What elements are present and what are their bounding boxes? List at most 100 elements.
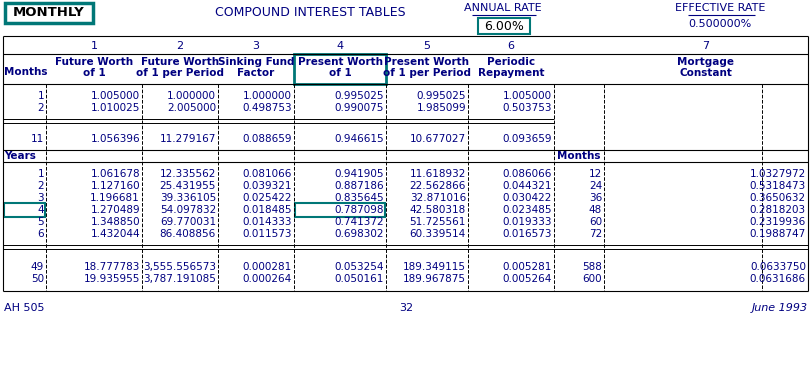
Text: 32.871016: 32.871016 (410, 193, 466, 203)
Text: 2.005000: 2.005000 (167, 103, 216, 113)
Text: 6: 6 (37, 229, 44, 239)
Text: 12: 12 (589, 169, 602, 179)
Text: Present Worth: Present Worth (384, 57, 470, 67)
Text: 0.0633750: 0.0633750 (750, 262, 806, 272)
Text: June 1993: June 1993 (752, 303, 808, 313)
Text: Factor: Factor (238, 68, 275, 78)
Text: Constant: Constant (680, 68, 732, 78)
Text: 1.0327972: 1.0327972 (749, 169, 806, 179)
Text: 48: 48 (589, 205, 602, 215)
Text: 1.056396: 1.056396 (90, 134, 140, 144)
Text: 4: 4 (337, 41, 344, 51)
Text: 42.580318: 42.580318 (410, 205, 466, 215)
Text: 600: 600 (582, 274, 602, 284)
Text: 1.270489: 1.270489 (90, 205, 140, 215)
Text: 0.030422: 0.030422 (503, 193, 552, 203)
Text: 10.677027: 10.677027 (410, 134, 466, 144)
Text: 86.408856: 86.408856 (160, 229, 216, 239)
Text: 1.127160: 1.127160 (90, 181, 140, 191)
Text: 1: 1 (91, 41, 97, 51)
Text: 0.741372: 0.741372 (334, 217, 384, 227)
Text: 0.2818203: 0.2818203 (750, 205, 806, 215)
Text: of 1 per Period: of 1 per Period (383, 68, 471, 78)
Text: 18.777783: 18.777783 (84, 262, 140, 272)
Text: Periodic: Periodic (487, 57, 535, 67)
Text: 5: 5 (423, 41, 431, 51)
Text: 189.967875: 189.967875 (403, 274, 466, 284)
Text: 0.0631686: 0.0631686 (750, 274, 806, 284)
Text: 1.432044: 1.432044 (90, 229, 140, 239)
Text: 0.044321: 0.044321 (503, 181, 552, 191)
Text: Future Worth: Future Worth (141, 57, 219, 67)
Text: 4: 4 (37, 205, 44, 215)
Text: 3: 3 (37, 193, 44, 203)
Text: 1.000000: 1.000000 (243, 91, 292, 101)
Text: of 1: of 1 (83, 68, 105, 78)
Bar (478, 18, 530, 34)
Text: 11: 11 (31, 134, 44, 144)
Text: 0.011573: 0.011573 (242, 229, 292, 239)
Text: 0.039321: 0.039321 (242, 181, 292, 191)
Text: 54.097832: 54.097832 (160, 205, 216, 215)
Text: 0.698302: 0.698302 (334, 229, 384, 239)
Text: 1: 1 (37, 169, 44, 179)
Text: 69.770031: 69.770031 (160, 217, 216, 227)
Text: 588: 588 (582, 262, 602, 272)
Text: 0.498753: 0.498753 (242, 103, 292, 113)
Bar (4, 203, 45, 217)
Text: 1.005000: 1.005000 (91, 91, 140, 101)
Text: 0.887186: 0.887186 (334, 181, 384, 191)
Text: 0.995025: 0.995025 (417, 91, 466, 101)
Text: 0.787098: 0.787098 (334, 205, 384, 215)
Text: 0.014333: 0.014333 (242, 217, 292, 227)
Text: 0.016573: 0.016573 (503, 229, 552, 239)
Text: 72: 72 (589, 229, 602, 239)
Text: 49: 49 (31, 262, 44, 272)
Text: 50: 50 (31, 274, 44, 284)
Text: 1: 1 (37, 91, 44, 101)
Text: 1.196681: 1.196681 (90, 193, 140, 203)
Text: 3: 3 (252, 41, 260, 51)
Text: Sinking Fund: Sinking Fund (217, 57, 294, 67)
Text: 6.00%: 6.00% (484, 19, 524, 32)
Text: Repayment: Repayment (478, 68, 544, 78)
Text: 11.618932: 11.618932 (410, 169, 466, 179)
Text: 51.725561: 51.725561 (410, 217, 466, 227)
Text: 0.941905: 0.941905 (334, 169, 384, 179)
Text: 24: 24 (589, 181, 602, 191)
Text: 0.023485: 0.023485 (503, 205, 552, 215)
Text: 25.431955: 25.431955 (160, 181, 216, 191)
Text: 0.005281: 0.005281 (503, 262, 552, 272)
Text: Future Worth: Future Worth (55, 57, 133, 67)
Text: 0.995025: 0.995025 (334, 91, 384, 101)
Text: 0.3650632: 0.3650632 (750, 193, 806, 203)
Text: 3,787.191085: 3,787.191085 (143, 274, 216, 284)
Text: 12.335562: 12.335562 (160, 169, 216, 179)
Text: 11.279167: 11.279167 (160, 134, 216, 144)
Text: 189.349115: 189.349115 (403, 262, 466, 272)
Text: of 1 per Period: of 1 per Period (136, 68, 224, 78)
Text: 32: 32 (399, 303, 413, 313)
Text: COMPOUND INTEREST TABLES: COMPOUND INTEREST TABLES (215, 6, 406, 19)
Text: 1.010025: 1.010025 (91, 103, 140, 113)
Text: ANNUAL RATE: ANNUAL RATE (464, 3, 542, 13)
Text: Present Worth: Present Worth (298, 57, 383, 67)
Text: 2: 2 (37, 103, 44, 113)
Text: MONTHLY: MONTHLY (13, 6, 85, 19)
Text: 19.935955: 19.935955 (84, 274, 140, 284)
Bar (5, 3, 93, 23)
Text: 0.019333: 0.019333 (503, 217, 552, 227)
Text: 0.2319936: 0.2319936 (749, 217, 806, 227)
Text: 2: 2 (37, 181, 44, 191)
Text: 1.985099: 1.985099 (416, 103, 466, 113)
Text: 0.025422: 0.025422 (242, 193, 292, 203)
Text: 0.086066: 0.086066 (503, 169, 552, 179)
Text: 0.500000%: 0.500000% (689, 19, 752, 29)
Text: 0.088659: 0.088659 (242, 134, 292, 144)
Bar (294, 54, 386, 84)
Bar (295, 203, 385, 217)
Text: 22.562866: 22.562866 (410, 181, 466, 191)
Text: 60: 60 (589, 217, 602, 227)
Text: 0.005264: 0.005264 (503, 274, 552, 284)
Text: 0.081066: 0.081066 (242, 169, 292, 179)
